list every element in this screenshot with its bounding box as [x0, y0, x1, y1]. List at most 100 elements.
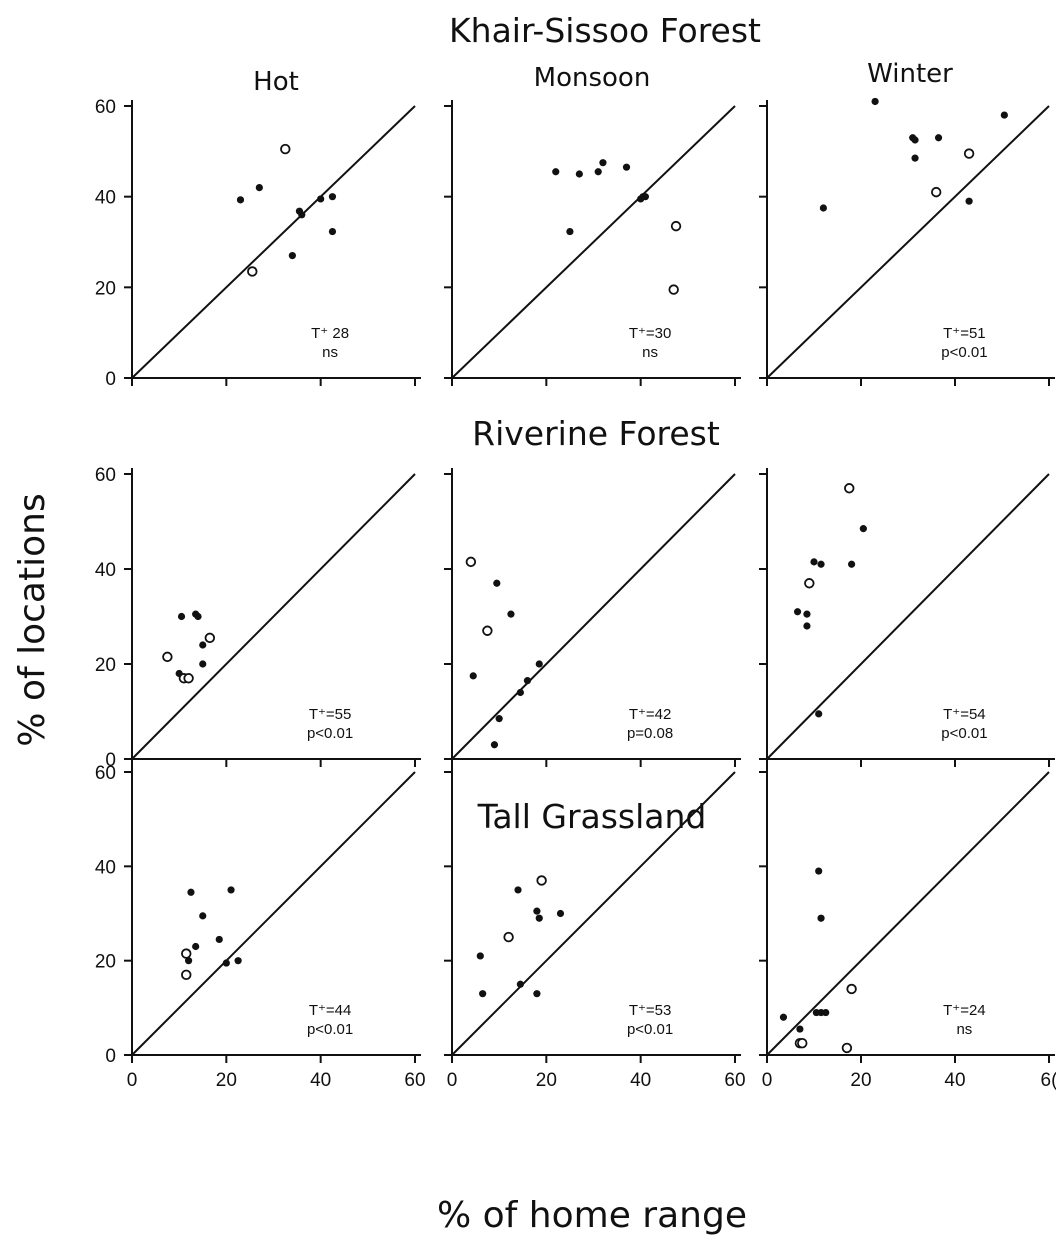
test-statistic: T⁺=42 — [629, 706, 672, 723]
point-open — [846, 983, 857, 995]
point-filled — [535, 914, 543, 922]
significance: p=0.08 — [627, 725, 673, 742]
x-tick-label: 0 — [127, 1070, 138, 1091]
point-open — [503, 931, 514, 943]
significance: p<0.01 — [941, 344, 987, 361]
point-filled — [819, 204, 828, 212]
x-tick-label: 20 — [850, 1070, 871, 1091]
x-tick-label: 6( — [1041, 1070, 1056, 1091]
row-title-tall-grassland: Tall Grassland — [477, 797, 707, 836]
point-open — [804, 578, 815, 589]
column-title-monsoon: Monsoon — [534, 63, 651, 93]
point-open — [536, 875, 547, 886]
point-filled — [236, 196, 245, 204]
point-filled — [328, 193, 337, 201]
point-filled — [479, 990, 487, 998]
panel-r1c2: T⁺=54 p<0.01 — [759, 468, 1055, 767]
x-tick-label: 60 — [724, 1070, 745, 1091]
x-axis-label: % of home range — [437, 1195, 747, 1236]
y-tick-label: 40 — [95, 560, 116, 581]
point-open — [841, 1042, 853, 1054]
x-tick-label: 40 — [944, 1070, 965, 1091]
point-filled — [317, 195, 325, 203]
point-filled — [476, 952, 484, 960]
point-filled — [288, 252, 296, 260]
x-tick-label: 20 — [536, 1070, 557, 1091]
point-filled — [965, 197, 973, 205]
point-filled — [192, 942, 200, 951]
point-filled — [227, 886, 235, 894]
point-filled — [575, 170, 583, 178]
point-filled — [815, 710, 823, 718]
point-filled — [803, 610, 811, 618]
test-statistic: T⁺=55 — [309, 706, 352, 723]
point-filled — [641, 193, 649, 201]
point-open — [670, 220, 682, 232]
y-axis-label: % of locations — [12, 493, 53, 746]
point-filled — [779, 1013, 788, 1021]
point-filled — [533, 990, 541, 998]
point-open — [181, 948, 192, 959]
point-filled — [796, 1025, 804, 1033]
point-open — [844, 483, 855, 494]
point-filled — [822, 1008, 830, 1017]
y-tick-label: 20 — [95, 655, 116, 676]
x-tick-label: 0 — [447, 1070, 458, 1091]
significance: ns — [642, 344, 658, 361]
significance: p<0.01 — [307, 725, 353, 742]
point-open — [280, 143, 291, 155]
point-filled — [222, 959, 230, 967]
y-tick-label: 40 — [95, 188, 116, 209]
x-tick-label: 40 — [630, 1070, 651, 1091]
row-title-riverine: Riverine Forest — [472, 414, 720, 453]
point-filled — [1000, 111, 1008, 119]
x-tick-label: 0 — [762, 1070, 773, 1091]
point-open — [247, 266, 258, 277]
significance: p<0.01 — [627, 1021, 673, 1038]
panel-r2c1: 0 20 40 60 T⁺=53 p<0.01 — [444, 766, 746, 1091]
significance: p<0.01 — [941, 725, 987, 742]
test-statistic: T⁺=30 — [629, 325, 672, 342]
point-filled — [194, 612, 202, 621]
panel-r1c1: T⁺=42 p=0.08 — [444, 468, 741, 767]
y-tick-label: 60 — [95, 465, 116, 486]
row-title-khair-sissoo: Khair-Sissoo Forest — [449, 11, 761, 50]
panel-r1c0: 0 20 40 60 T⁺=55 p<0.01 — [95, 465, 421, 771]
point-filled — [493, 579, 501, 587]
test-statistic: T⁺ 28 — [311, 325, 349, 342]
y-tick-label: 0 — [105, 369, 116, 390]
y-tick-label: 0 — [105, 1046, 116, 1067]
point-filled — [234, 957, 242, 965]
y-tick-label: 60 — [95, 763, 116, 784]
test-statistic: T⁺=54 — [943, 706, 986, 723]
point-filled — [871, 97, 879, 106]
point-filled — [599, 159, 607, 167]
x-tick-label: 60 — [404, 1070, 425, 1091]
point-filled — [535, 660, 543, 668]
identity-line-r1c2 — [766, 473, 1050, 760]
point-filled — [803, 622, 811, 630]
point-filled — [514, 886, 522, 894]
point-filled — [185, 957, 193, 965]
panel-r2c2: 0 20 40 6(T⁺=24 ns — [759, 766, 1056, 1091]
significance: ns — [322, 344, 338, 361]
point-filled — [469, 672, 477, 680]
point-filled — [516, 980, 524, 988]
point-filled — [507, 610, 515, 618]
panel-r2c0: 0 20 40 60 0 20 40 60 T⁺=44 p<0.01 — [95, 763, 426, 1091]
point-open — [162, 651, 173, 663]
panel-grid: 0 20 40 60 T⁺ 28 ns T⁺=30 ns T⁺=51 p<0.01 0 20 40 60 T… — [95, 97, 1056, 1091]
identity-line-r0c0 — [131, 105, 416, 379]
point-filled — [556, 909, 565, 918]
x-tick-label: 40 — [310, 1070, 331, 1091]
point-open — [963, 148, 975, 159]
panel-r0c1: T⁺=30 ns — [444, 100, 741, 386]
point-filled — [328, 227, 337, 236]
point-open — [183, 673, 194, 684]
point-filled — [199, 641, 207, 649]
point-open — [181, 969, 192, 981]
x-tick-label: 20 — [216, 1070, 237, 1091]
identity-line-r0c1 — [451, 105, 736, 379]
point-filled — [911, 136, 919, 144]
